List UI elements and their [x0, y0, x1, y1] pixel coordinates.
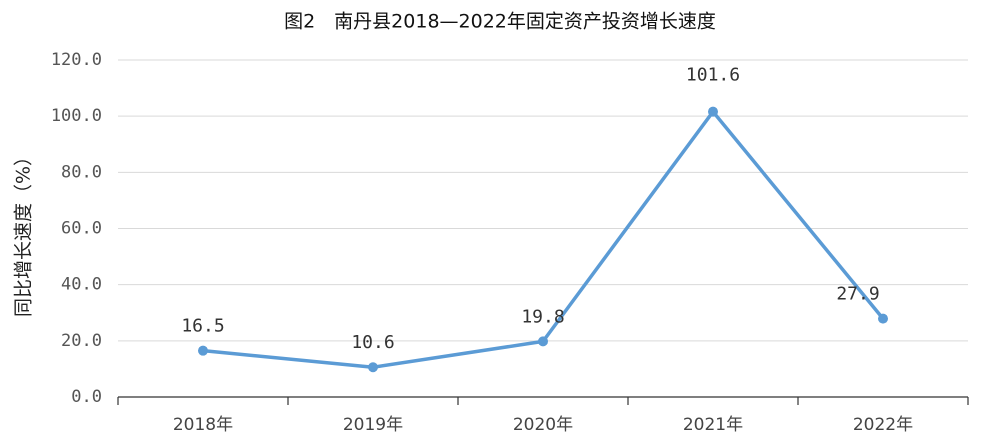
data-point	[538, 336, 548, 347]
data-label: 16.5	[181, 316, 224, 337]
y-axis-label: 同比增长速度（%）	[13, 147, 35, 317]
x-tick-label: 2021年	[683, 415, 743, 435]
data-label: 27.9	[836, 284, 879, 305]
data-label: 10.6	[351, 332, 394, 353]
x-tick-label: 2022年	[853, 415, 913, 435]
data-label: 19.8	[521, 306, 564, 327]
y-tick-label: 0.0	[71, 387, 102, 407]
y-tick-label: 60.0	[61, 219, 102, 239]
data-point	[708, 106, 718, 117]
data-point	[198, 345, 208, 356]
data-label: 101.6	[686, 65, 740, 86]
data-point	[368, 362, 378, 373]
data-line	[202, 109, 885, 369]
data-point	[878, 313, 888, 324]
x-tick-label: 2018年	[173, 415, 233, 435]
y-tick-label: 120.0	[51, 50, 102, 70]
x-tick-label: 2020年	[513, 415, 573, 435]
y-tick-label: 100.0	[51, 106, 102, 126]
y-tick-label: 40.0	[61, 275, 102, 295]
chart-title: 图2 南丹县2018—2022年固定资产投资增长速度	[284, 11, 716, 33]
y-tick-label: 20.0	[61, 331, 102, 351]
y-tick-label: 80.0	[61, 162, 102, 182]
x-tick-label: 2019年	[343, 415, 403, 435]
